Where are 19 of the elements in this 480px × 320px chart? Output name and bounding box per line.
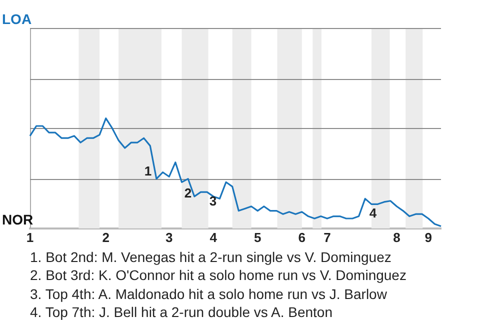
text: LOA: [2, 10, 32, 27]
annotation: 4: [369, 206, 378, 221]
x-tick-label: 1: [26, 230, 34, 245]
x-tick-label: 7: [324, 230, 331, 245]
x-tick-label: 5: [254, 230, 262, 245]
text: 3. Top 4th: A. Maldonado hit a solo home run vs J. Barlow: [30, 284, 388, 304]
text: 4. Top 7th: J. Bell hit a 2-run double vs A. Benton: [30, 303, 334, 320]
annotation: 1: [144, 164, 152, 179]
x-tick-label: 8: [393, 230, 400, 245]
annotation: 3: [209, 194, 217, 209]
annotation: NOR: [2, 211, 34, 228]
annotation: 2: [184, 186, 192, 201]
x-tick-label: 9: [424, 230, 432, 245]
x-tick-label: 6: [298, 230, 306, 245]
x-tick-label: 3: [165, 230, 173, 245]
text: 1. Bot 2nd: M. Venegas hit a 2-run single vs V. Dominguez: [30, 248, 392, 266]
x-tick-label: 4: [210, 230, 218, 245]
text: 2. Bot 3rd: K. O'Connor hit a solo home run vs V. Dominguez: [30, 266, 408, 285]
x-tick-label: 2: [102, 230, 110, 245]
